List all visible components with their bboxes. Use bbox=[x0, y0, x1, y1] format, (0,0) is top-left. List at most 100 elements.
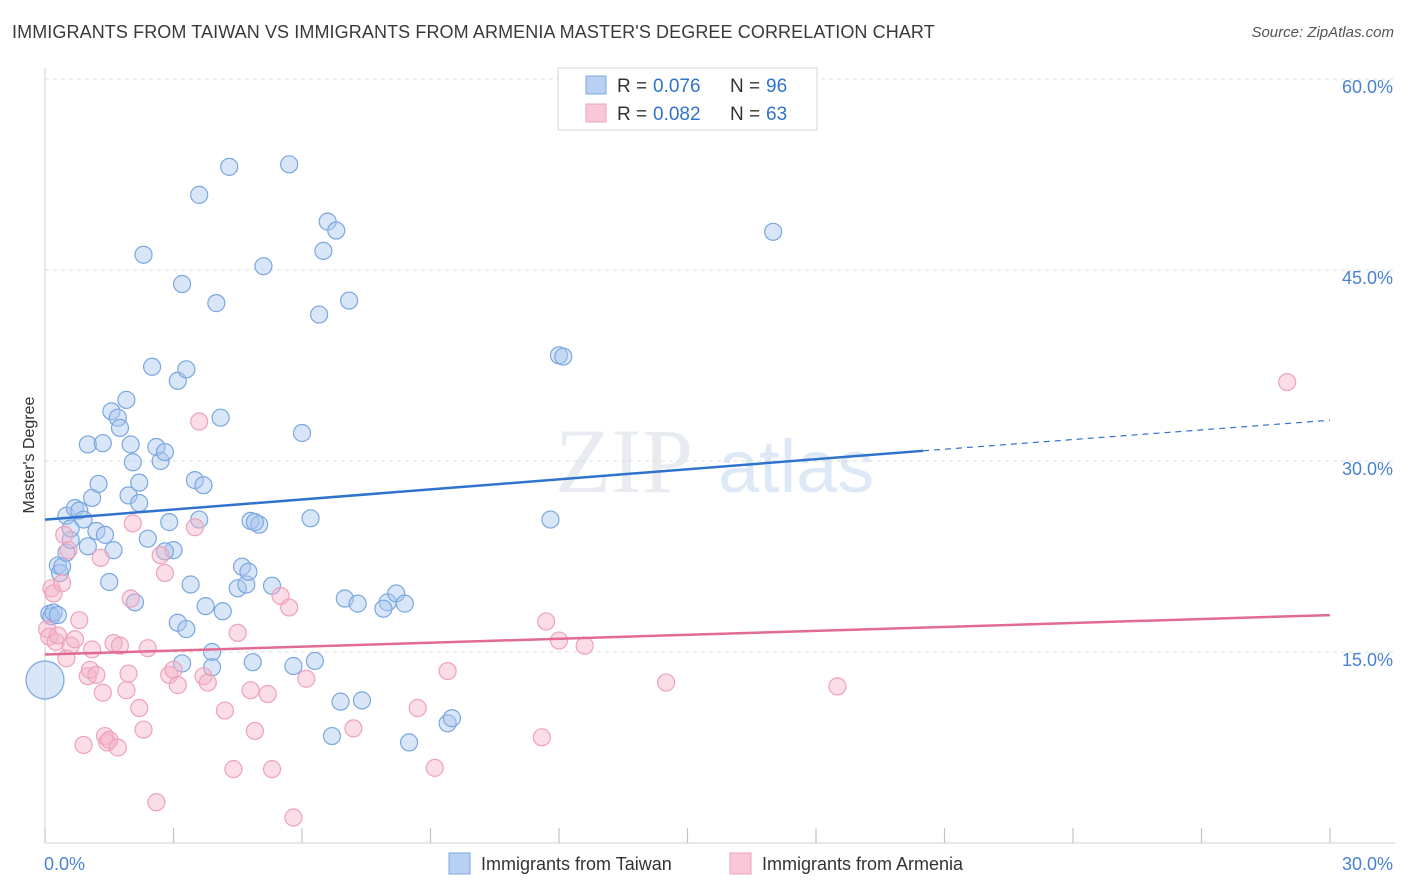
legend-swatch-armenia bbox=[585, 103, 607, 123]
point-taiwan-72 bbox=[292, 423, 312, 443]
point-taiwan-38 bbox=[151, 451, 170, 471]
point-taiwan-58 bbox=[211, 408, 230, 427]
point-armenia-49 bbox=[262, 760, 282, 779]
n-value-armenia: 63 bbox=[766, 104, 787, 125]
point-taiwan-34 bbox=[134, 245, 153, 264]
point-armenia-56 bbox=[425, 758, 444, 777]
point-armenia-47 bbox=[245, 721, 264, 741]
point-taiwan-92 bbox=[442, 709, 462, 728]
n-label-taiwan: N = bbox=[730, 76, 760, 97]
bottom-legend-swatch-taiwan bbox=[448, 852, 471, 875]
point-armenia-32 bbox=[138, 639, 157, 658]
point-taiwan-74 bbox=[305, 651, 324, 671]
point-armenia-27 bbox=[119, 664, 138, 683]
point-armenia-24 bbox=[108, 738, 127, 757]
point-armenia-34 bbox=[151, 546, 170, 565]
point-taiwan-19 bbox=[95, 525, 115, 544]
x-tick-label-min: 0.0% bbox=[44, 854, 85, 874]
trend-line-armenia bbox=[44, 613, 1331, 656]
point-taiwan-64 bbox=[239, 562, 258, 581]
point-armenia-48 bbox=[258, 684, 277, 704]
point-armenia-59 bbox=[537, 612, 556, 631]
r-label-armenia: R = bbox=[617, 104, 647, 125]
point-taiwan-48 bbox=[177, 619, 196, 639]
point-taiwan-57 bbox=[207, 294, 226, 313]
point-taiwan-75 bbox=[301, 509, 320, 528]
point-armenia-44 bbox=[224, 760, 243, 779]
point-taiwan-23 bbox=[93, 434, 112, 453]
point-armenia-31 bbox=[134, 720, 153, 739]
n-label-armenia: N = bbox=[730, 104, 760, 125]
point-armenia-39 bbox=[185, 518, 205, 537]
point-armenia-7 bbox=[55, 525, 74, 544]
r-value-taiwan: 0.076 bbox=[653, 76, 701, 97]
point-taiwan-0 bbox=[25, 660, 65, 700]
point-taiwan-93 bbox=[541, 510, 560, 529]
point-taiwan-96 bbox=[764, 222, 783, 241]
stats-legend: R = 0.076 N = 96 R = 0.082 N = 63 bbox=[557, 67, 818, 131]
point-taiwan-4 bbox=[48, 605, 67, 625]
point-armenia-25 bbox=[110, 636, 130, 655]
point-taiwan-77 bbox=[314, 241, 333, 260]
point-taiwan-52 bbox=[190, 185, 209, 204]
point-taiwan-29 bbox=[121, 435, 140, 454]
point-armenia-17 bbox=[87, 665, 106, 685]
point-taiwan-40 bbox=[160, 513, 179, 532]
y-tick-label-2: 45.0% bbox=[1342, 268, 1393, 288]
point-taiwan-17 bbox=[87, 521, 106, 541]
y-tick-label-0: 15.0% bbox=[1342, 650, 1393, 670]
trend-line-taiwan-extension bbox=[923, 419, 1331, 452]
x-tick-label-max: 30.0% bbox=[1342, 854, 1393, 874]
point-armenia-35 bbox=[155, 563, 175, 583]
point-taiwan-81 bbox=[331, 692, 350, 711]
bottom-legend-label-armenia: Immigrants from Armenia bbox=[762, 854, 964, 874]
point-armenia-28 bbox=[121, 589, 140, 608]
point-taiwan-85 bbox=[352, 691, 372, 710]
point-armenia-18 bbox=[91, 548, 110, 567]
point-armenia-43 bbox=[215, 701, 234, 720]
point-armenia-62 bbox=[656, 673, 676, 692]
bottom-legend-label-taiwan: Immigrants from Taiwan bbox=[481, 854, 672, 874]
y-axis-title: Master's Degree bbox=[21, 396, 38, 513]
point-armenia-51 bbox=[280, 598, 299, 617]
r-value-armenia: 0.082 bbox=[653, 104, 701, 125]
point-armenia-40 bbox=[190, 412, 209, 431]
point-armenia-42 bbox=[198, 673, 217, 692]
point-taiwan-55 bbox=[202, 642, 222, 662]
point-armenia-38 bbox=[168, 676, 187, 695]
point-taiwan-79 bbox=[327, 221, 346, 240]
axes bbox=[44, 68, 1395, 844]
point-taiwan-61 bbox=[228, 579, 247, 598]
point-taiwan-83 bbox=[340, 291, 359, 310]
point-armenia-54 bbox=[344, 719, 363, 738]
point-armenia-21 bbox=[98, 733, 117, 752]
point-taiwan-66 bbox=[243, 653, 262, 672]
point-taiwan-80 bbox=[322, 726, 342, 746]
point-armenia-58 bbox=[532, 728, 551, 747]
r-label-taiwan: R = bbox=[617, 76, 647, 97]
point-taiwan-37 bbox=[147, 437, 166, 457]
point-armenia-11 bbox=[65, 630, 85, 649]
bottom-legend-swatch-armenia bbox=[729, 852, 752, 875]
point-taiwan-54 bbox=[196, 597, 215, 616]
point-taiwan-31 bbox=[130, 473, 149, 492]
point-taiwan-44 bbox=[172, 274, 192, 294]
tick-labels: 15.0% 30.0% 45.0% 60.0% 0.0% 30.0% bbox=[44, 77, 1393, 874]
point-armenia-57 bbox=[438, 661, 457, 681]
point-taiwan-60 bbox=[220, 157, 239, 176]
point-armenia-26 bbox=[117, 681, 136, 700]
point-taiwan-95 bbox=[554, 347, 573, 366]
point-taiwan-53 bbox=[194, 476, 213, 495]
series-taiwan-points bbox=[25, 155, 783, 752]
point-armenia-46 bbox=[241, 681, 260, 700]
point-taiwan-39 bbox=[155, 442, 175, 462]
chart-title: IMMIGRANTS FROM TAIWAN VS IMMIGRANTS FRO… bbox=[12, 22, 935, 42]
point-armenia-61 bbox=[575, 636, 594, 655]
point-taiwan-84 bbox=[348, 594, 367, 613]
point-armenia-33 bbox=[147, 793, 166, 812]
point-armenia-16 bbox=[83, 640, 102, 659]
point-armenia-9 bbox=[59, 541, 78, 560]
point-armenia-37 bbox=[164, 660, 183, 679]
point-taiwan-15 bbox=[78, 537, 97, 556]
point-taiwan-26 bbox=[110, 418, 130, 437]
